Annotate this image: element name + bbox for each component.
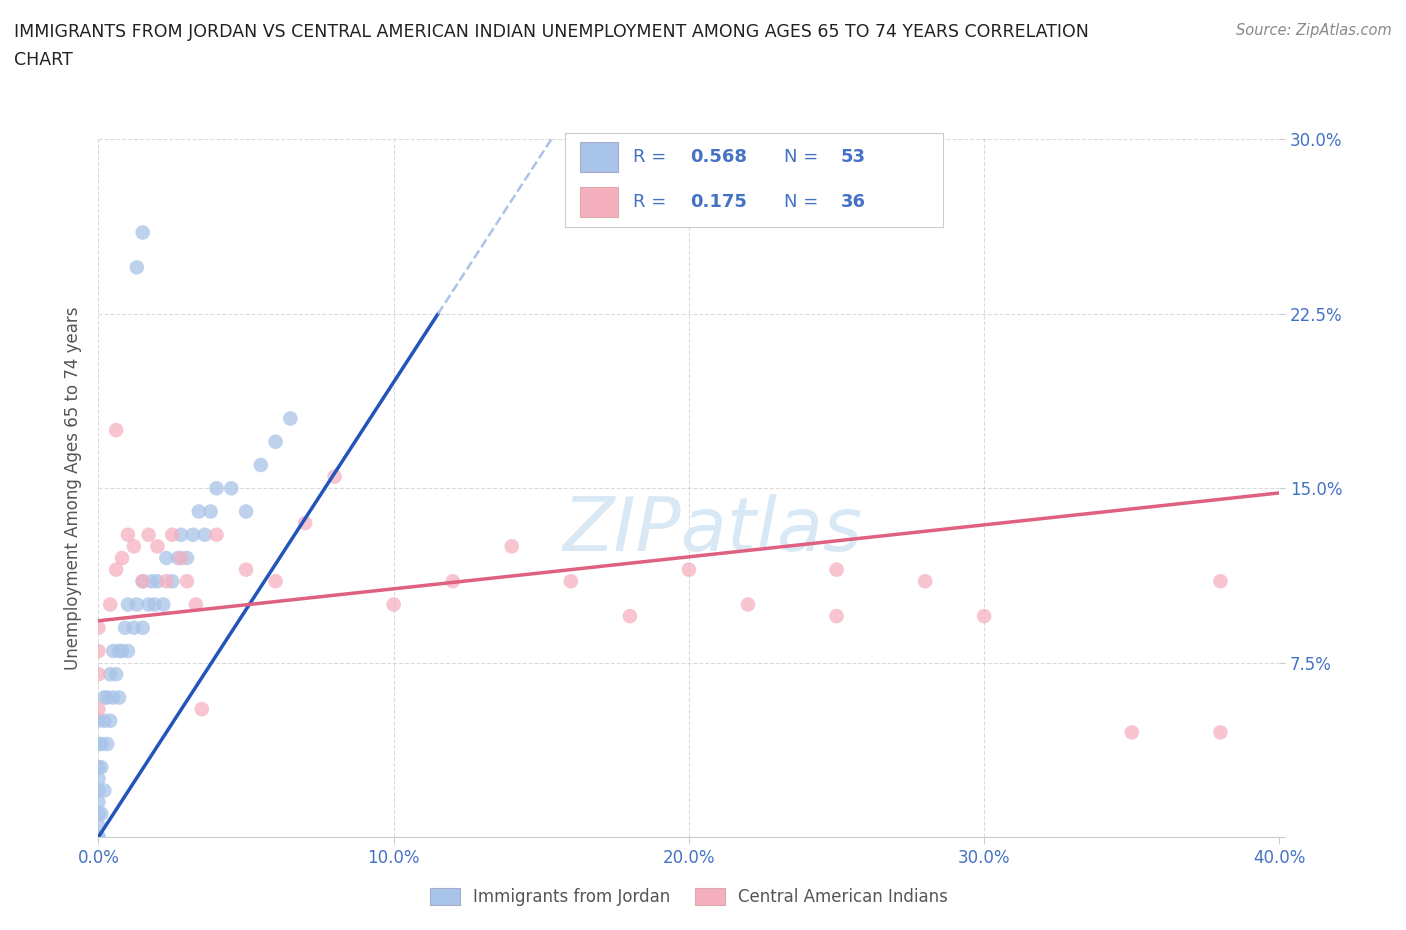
- Point: [125, 259, 148, 275]
- Point: [96, 737, 118, 751]
- Point: [170, 527, 193, 542]
- Point: [93, 690, 115, 705]
- Point: [117, 597, 139, 612]
- Point: [146, 574, 169, 589]
- Point: [170, 551, 193, 565]
- Point: [87, 760, 110, 775]
- Point: [973, 609, 995, 624]
- Point: [103, 644, 125, 658]
- Point: [132, 620, 155, 635]
- Point: [1121, 725, 1143, 740]
- Point: [146, 539, 169, 554]
- Point: [105, 667, 128, 682]
- Point: [111, 551, 134, 565]
- Point: [138, 527, 160, 542]
- Point: [205, 527, 228, 542]
- Point: [122, 539, 145, 554]
- Point: [914, 574, 936, 589]
- Point: [98, 597, 121, 612]
- Point: [98, 713, 121, 728]
- Point: [90, 806, 112, 821]
- Point: [87, 806, 110, 821]
- Point: [98, 667, 121, 682]
- Point: [184, 597, 207, 612]
- Point: [141, 574, 163, 589]
- Point: [181, 527, 204, 542]
- Point: [138, 597, 160, 612]
- Text: ZIPatlas: ZIPatlas: [562, 494, 863, 566]
- Point: [264, 574, 287, 589]
- Point: [200, 504, 222, 519]
- Point: [132, 574, 155, 589]
- Point: [235, 504, 257, 519]
- Point: [323, 469, 346, 484]
- Point: [162, 574, 183, 589]
- Point: [176, 551, 198, 565]
- Point: [1209, 574, 1232, 589]
- Point: [117, 527, 139, 542]
- Point: [117, 644, 139, 658]
- Point: [122, 620, 145, 635]
- Point: [93, 783, 115, 798]
- Point: [108, 690, 131, 705]
- Point: [382, 597, 405, 612]
- Point: [825, 609, 848, 624]
- Point: [294, 515, 316, 530]
- Point: [87, 737, 110, 751]
- Point: [103, 690, 125, 705]
- Point: [87, 701, 110, 716]
- Point: [87, 667, 110, 682]
- Point: [191, 701, 214, 716]
- Point: [87, 794, 110, 809]
- Legend: Immigrants from Jordan, Central American Indians: Immigrants from Jordan, Central American…: [423, 881, 955, 912]
- Point: [264, 434, 287, 449]
- Point: [111, 644, 134, 658]
- Point: [205, 481, 228, 496]
- Text: IMMIGRANTS FROM JORDAN VS CENTRAL AMERICAN INDIAN UNEMPLOYMENT AMONG AGES 65 TO : IMMIGRANTS FROM JORDAN VS CENTRAL AMERIC…: [14, 23, 1088, 41]
- Point: [737, 597, 759, 612]
- Point: [278, 411, 302, 426]
- Point: [96, 690, 118, 705]
- Point: [235, 562, 257, 577]
- Point: [87, 713, 110, 728]
- Point: [162, 527, 183, 542]
- Point: [194, 527, 217, 542]
- Point: [87, 783, 110, 798]
- Point: [114, 620, 136, 635]
- Point: [825, 562, 848, 577]
- Point: [501, 539, 523, 554]
- Point: [87, 830, 110, 844]
- Point: [155, 551, 177, 565]
- Point: [132, 225, 155, 240]
- Point: [90, 737, 112, 751]
- Point: [678, 562, 700, 577]
- Point: [87, 830, 110, 844]
- Point: [93, 713, 115, 728]
- Point: [619, 609, 641, 624]
- Point: [167, 551, 190, 565]
- Point: [219, 481, 242, 496]
- Text: Source: ZipAtlas.com: Source: ZipAtlas.com: [1236, 23, 1392, 38]
- Point: [105, 562, 128, 577]
- Point: [187, 504, 209, 519]
- Point: [143, 597, 166, 612]
- Point: [155, 574, 177, 589]
- Point: [87, 818, 110, 833]
- Point: [105, 422, 128, 438]
- Point: [108, 644, 131, 658]
- Point: [250, 458, 273, 472]
- Point: [560, 574, 582, 589]
- Point: [90, 760, 112, 775]
- Point: [125, 597, 148, 612]
- Point: [441, 574, 464, 589]
- Point: [132, 574, 155, 589]
- Text: CHART: CHART: [14, 51, 73, 69]
- Point: [87, 620, 110, 635]
- Point: [87, 772, 110, 787]
- Point: [176, 574, 198, 589]
- Point: [1209, 725, 1232, 740]
- Y-axis label: Unemployment Among Ages 65 to 74 years: Unemployment Among Ages 65 to 74 years: [63, 307, 82, 670]
- Point: [152, 597, 174, 612]
- Point: [87, 644, 110, 658]
